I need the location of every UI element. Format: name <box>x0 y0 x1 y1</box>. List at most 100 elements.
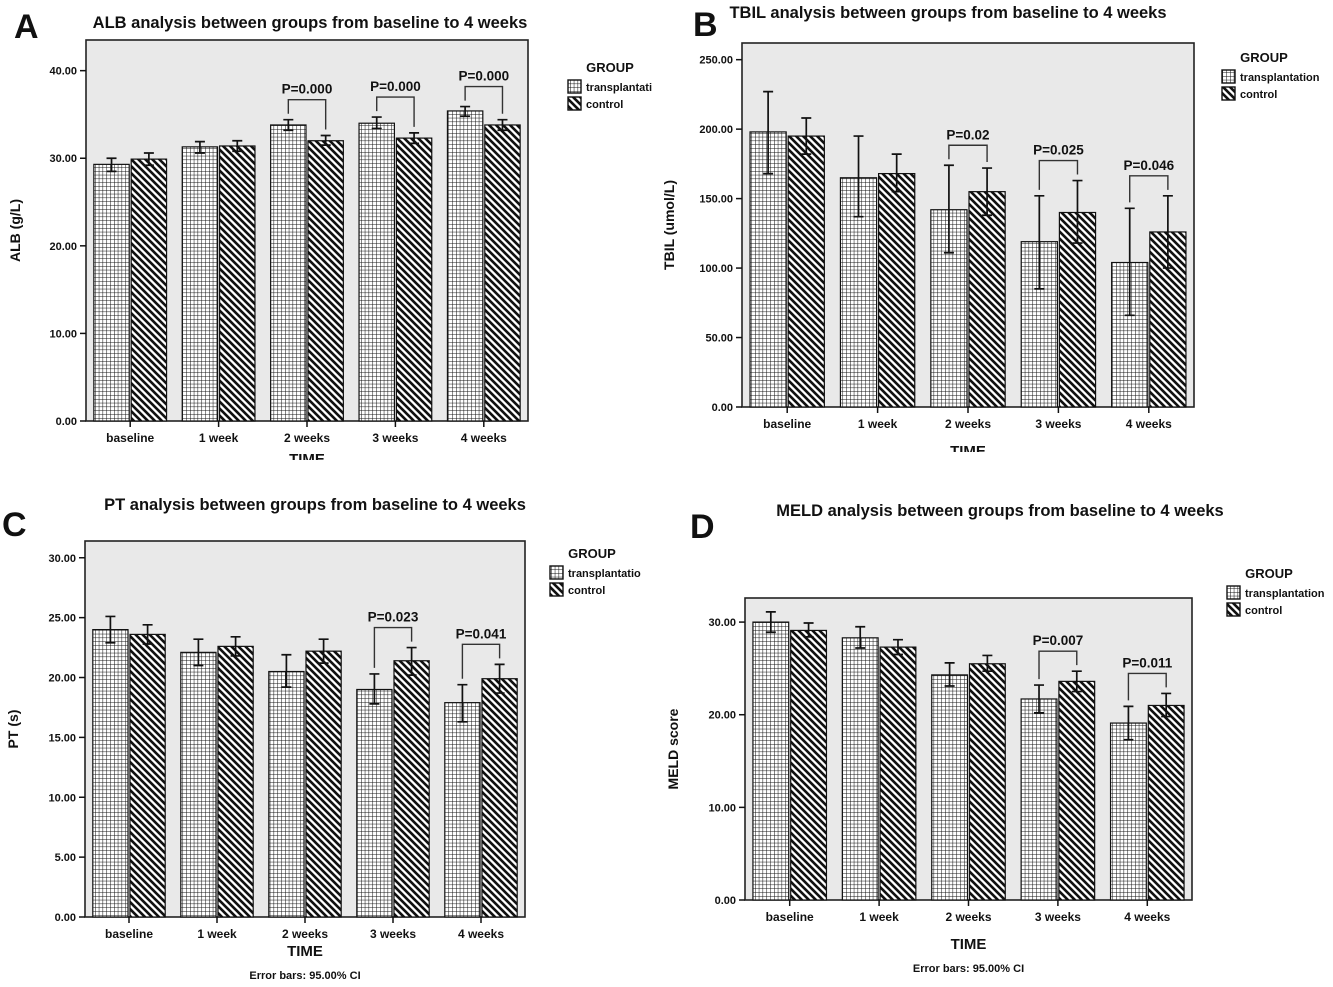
error-bar-control-1 week <box>891 153 902 193</box>
legend-swatch-transplantation-icon <box>567 79 582 94</box>
error-bar-transplantation-4 weeks <box>460 105 471 118</box>
meld-bar-chart: D MELD analysis between groups from basel… <box>665 502 1325 975</box>
x-tick-label: 3 weeks <box>370 927 416 941</box>
y-tick-label: 30.00 <box>708 617 736 629</box>
bar-control-4 weeks <box>481 678 518 918</box>
bar-control-4 weeks <box>484 124 521 422</box>
bar-control-1 week <box>879 646 917 901</box>
error-bar-control-2 weeks <box>318 638 329 664</box>
p-value-label: P=0.02 <box>946 127 989 142</box>
x-tick-label: baseline <box>766 910 814 924</box>
chart-title: MELD analysis between groups from baseli… <box>776 502 1223 520</box>
y-tick-label: 150.00 <box>699 194 733 206</box>
x-tick-label: 3 weeks <box>1035 417 1081 431</box>
y-tick-label: 0.00 <box>715 895 736 907</box>
bar-transplantation-3 weeks <box>1020 698 1058 901</box>
bar-transplantation-2 weeks <box>268 670 305 918</box>
p-value-label: P=0.000 <box>458 69 509 84</box>
x-tick-label: 2 weeks <box>945 910 991 924</box>
y-tick-label: 0.00 <box>55 912 76 924</box>
bar-control-baseline <box>790 629 828 901</box>
p-value-label: P=0.025 <box>1033 143 1084 158</box>
clipped-edge-overlay <box>275 460 339 478</box>
error-bar-transplantation-2 weeks <box>944 661 955 687</box>
p-value-label: P=0.000 <box>282 82 333 97</box>
bar-control-4 weeks <box>1147 704 1185 901</box>
x-tick-label: baseline <box>763 417 811 431</box>
panel-d-meld-chart: D MELD analysis between groups from basel… <box>660 478 1333 987</box>
bar-transplantation-4 weeks <box>1109 722 1147 901</box>
x-tick-label: 4 weeks <box>1124 910 1170 924</box>
error-bars-footnote: Error bars: 95.00% CI <box>249 970 360 982</box>
bar-transplantation-2 weeks <box>931 674 969 901</box>
error-bar-control-3 weeks <box>406 646 417 676</box>
significance-bracket <box>948 144 988 163</box>
legend-title: GROUP <box>568 546 616 561</box>
error-bar-control-1 week <box>232 139 243 153</box>
y-axis-label: TBIL (umol/L) <box>661 180 677 270</box>
bar-control-1 week <box>878 172 916 408</box>
legend-label: transplantation <box>1245 588 1325 600</box>
y-tick-label: 25.00 <box>48 613 76 625</box>
error-bar-transplantation-baseline <box>765 611 776 634</box>
error-bar-transplantation-1 week <box>853 135 864 218</box>
y-tick-label: 10.00 <box>49 328 77 340</box>
tbil-bar-chart: B TBIL analysis between groups from basel… <box>661 4 1320 474</box>
error-bar-transplantation-3 weeks <box>369 673 380 705</box>
error-bar-transplantation-1 week <box>193 638 204 667</box>
x-axis-label: TIME <box>951 936 987 953</box>
significance-bracket <box>1038 159 1079 190</box>
y-tick-label: 30.00 <box>48 553 76 565</box>
bar-transplantation-3 weeks <box>358 122 396 422</box>
bar-transplantation-1 week <box>180 651 217 918</box>
bar-transplantation-3 weeks <box>356 688 393 918</box>
y-axis-label: ALB (g/L) <box>7 199 23 262</box>
x-tick-label: 4 weeks <box>461 431 507 445</box>
legend-title: GROUP <box>1245 566 1293 581</box>
panel-c-pt-chart: C PT analysis between groups from baselin… <box>0 478 660 987</box>
y-tick-label: 50.00 <box>705 333 733 345</box>
legend-label: transplantati <box>586 82 652 94</box>
panel-b-tbil-chart: B TBIL analysis between groups from basel… <box>660 0 1333 478</box>
y-tick-label: 10.00 <box>708 802 736 814</box>
bar-transplantation-4 weeks <box>1111 261 1149 408</box>
bar-control-3 weeks <box>395 137 433 422</box>
x-tick-label: 2 weeks <box>284 431 330 445</box>
x-tick-label: 4 weeks <box>1126 417 1172 431</box>
error-bar-transplantation-3 weeks <box>1034 194 1045 290</box>
x-axis-label: TIME <box>287 943 323 960</box>
error-bar-control-baseline <box>143 152 154 167</box>
significance-bracket <box>373 626 413 668</box>
pt-bar-chart: C PT analysis between groups from baselin… <box>2 496 641 982</box>
chart-title: PT analysis between groups from baseline… <box>104 496 526 514</box>
y-tick-label: 20.00 <box>48 673 76 685</box>
bar-transplantation-4 weeks <box>446 110 484 422</box>
y-tick-label: 5.00 <box>55 852 76 864</box>
panel-letter: C <box>2 506 27 544</box>
panel-letter: A <box>14 8 39 46</box>
error-bar-transplantation-1 week <box>194 140 205 154</box>
x-tick-label: 1 week <box>197 927 237 941</box>
y-tick-label: 0.00 <box>56 416 77 428</box>
alb-bar-chart: A ALB analysis between groups from baseli… <box>7 8 652 478</box>
y-tick-label: 0.00 <box>712 402 733 414</box>
legend-swatch-control-icon <box>1221 86 1236 101</box>
legend-label: control <box>568 585 605 597</box>
bar-control-3 weeks <box>1058 211 1097 408</box>
legend-swatch-control-icon <box>567 96 582 111</box>
significance-bracket <box>1129 175 1169 203</box>
significance-bracket <box>376 96 415 127</box>
bar-transplantation-4 weeks <box>444 702 481 918</box>
legend-label: control <box>586 99 623 111</box>
y-tick-label: 100.00 <box>699 263 733 275</box>
error-bar-control-4 weeks <box>1162 194 1173 269</box>
x-tick-label: baseline <box>106 431 154 445</box>
error-bar-transplantation-2 weeks <box>281 653 292 688</box>
error-bar-transplantation-3 weeks <box>1034 684 1045 714</box>
x-tick-label: 1 week <box>859 910 899 924</box>
legend-swatch-transplantation-icon <box>1221 69 1236 84</box>
y-tick-label: 40.00 <box>49 66 77 78</box>
error-bar-transplantation-1 week <box>855 625 866 649</box>
error-bar-control-1 week <box>892 638 903 656</box>
